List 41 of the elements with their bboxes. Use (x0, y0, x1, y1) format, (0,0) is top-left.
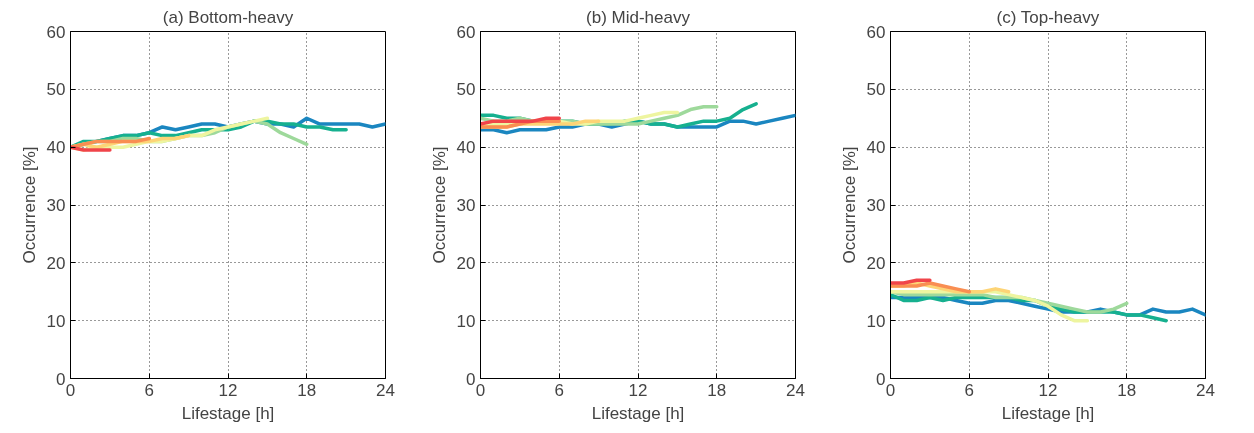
y-axis-title: Occurrence [%] (429, 146, 449, 264)
x-axis-title: Lifestage [h] (591, 403, 685, 423)
y-tick-label: 30 (866, 196, 886, 215)
x-tick-label: 24 (376, 380, 395, 400)
x-tick-label: 6 (144, 380, 154, 400)
y-tick-label: 20 (456, 253, 476, 273)
x-axis-title: Lifestage [h] (181, 403, 275, 423)
x-tick-label: 18 (707, 380, 727, 400)
x-tick-label: 18 (297, 380, 317, 400)
y-axis-title: Occurrence [%] (839, 146, 859, 264)
line-series (70, 136, 151, 149)
x-tick-label: 6 (964, 380, 974, 400)
y-axis-title: Occurrence [%] (19, 146, 39, 264)
x-tick-label: 12 (628, 380, 648, 400)
y-tick-label: 20 (46, 253, 66, 273)
y-tick-label: 50 (46, 80, 66, 100)
y-tick-label: 10 (456, 311, 476, 331)
y-tick-label: 10 (46, 311, 66, 331)
y-tick-label: 60 (456, 22, 476, 42)
y-tick-label: 60 (866, 22, 886, 42)
x-axis-title: Lifestage [h] (1001, 403, 1095, 423)
y-tick-label: 50 (456, 80, 476, 100)
x-tick-label: 24 (786, 380, 805, 400)
x-tick-label: 18 (1117, 380, 1137, 400)
x-tick-label: 24 (1196, 380, 1215, 400)
y-tick-label: 50 (866, 80, 886, 100)
y-tick-label: 40 (46, 138, 66, 158)
y-tick-label: 40 (456, 138, 476, 158)
y-tick-label: 30 (456, 196, 476, 215)
y-tick-label: 40 (866, 138, 886, 158)
x-tick-label: 6 (554, 380, 564, 400)
chart-title: (b) Mid-heavy (586, 7, 691, 27)
chart-title: (c) Top-heavy (996, 7, 1100, 27)
y-tick-label: 10 (866, 311, 886, 331)
x-tick-label: 12 (218, 380, 238, 400)
chart-title: (a) Bottom-heavy (162, 7, 294, 27)
y-tick-label: 20 (866, 253, 886, 273)
line-series (890, 281, 971, 294)
y-tick-label: 60 (46, 22, 66, 42)
x-tick-label: 12 (1038, 380, 1058, 400)
y-tick-label: 30 (46, 196, 66, 215)
